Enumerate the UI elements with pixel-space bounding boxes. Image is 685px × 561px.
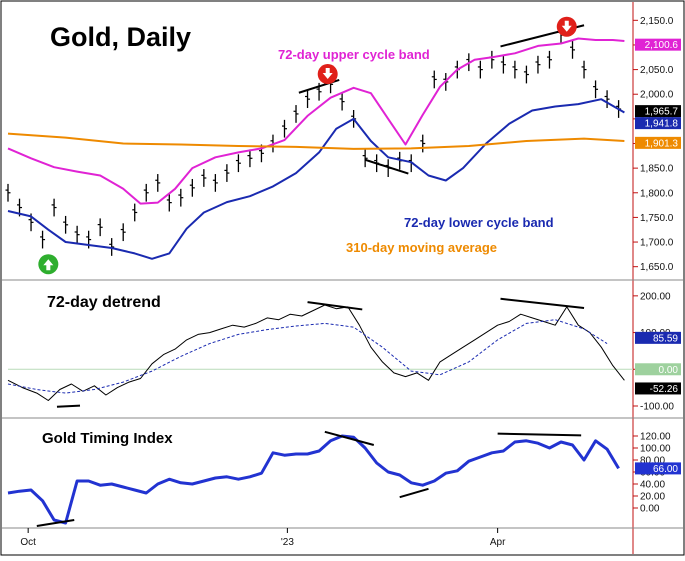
x-tick-label: '23 [281,537,294,548]
timing-last-value-badge [635,462,681,475]
price-310-day-moving-average-line [7,132,625,150]
detrend-trendline [307,301,363,311]
cycle-top-arrow-icon [317,64,338,85]
detrend-y-tick-label: 200.00 [640,291,671,302]
price-last-value-badge [635,117,681,130]
price-last-value-label: 1,941.8 [645,119,679,130]
timing-y-tick-label: 0.00 [640,504,660,515]
price-y-tick-label: 1,850.0 [640,164,674,175]
timing-y-tick-label: 20.00 [640,492,665,503]
timing-y-tick-label: 80.00 [640,456,665,467]
x-tick-label: Apr [490,537,506,548]
price-last-value-badge [635,105,681,118]
detrend-last-value-badge [635,382,681,395]
price-y-tick-label: 1,800.0 [640,188,674,199]
72-day-lower-cycle-band-label: 72-day lower cycle band [404,215,554,230]
price-last-value-label: 2,100.6 [645,40,679,51]
detrend-last-value-label: -52.26 [650,384,679,395]
price-y-tick-label: 1,750.0 [640,213,674,224]
price-y-tick-label: 1,700.0 [640,238,674,249]
detrend-trendline [56,404,81,408]
timing-trendline [497,432,582,437]
detrend-72-day-detrend-line [7,304,625,401]
price-last-value-label: 1,901.3 [645,138,679,149]
arrow-glyph [43,259,54,271]
detrend-last-value-label: 0.00 [659,365,679,376]
arrow-glyph [561,20,572,32]
detrend-trendline [500,297,585,309]
x-tick-label: Oct [20,537,36,548]
price-last-value-badge [635,136,681,149]
timing-panel: 0.0020.0040.0060.0080.00100.00120.00Gold… [2,417,683,527]
price-72-day-lower-cycle-band-line [7,98,625,260]
price-last-value-badge [635,38,681,51]
timing-y-tick-label: 40.00 [640,480,665,491]
x-axis: Oct '23 Apr [2,527,683,548]
price-trendline [364,158,409,175]
detrend-signal-line-line [7,319,608,394]
price-y-tick-label: 1,650.0 [640,262,674,273]
timing-y-tick-label: 120.00 [640,432,671,443]
timing-trendline [399,487,429,499]
timing-trendline [36,519,75,527]
timing-last-value-label: 66.00 [653,464,678,475]
detrend-last-value-label: 85.59 [653,333,678,344]
timing-gold-timing-index-line [7,434,620,525]
price-y-tick-label: 2,000.0 [640,90,674,101]
310-day-moving-average-label: 310-day moving average [346,240,497,255]
timing-trendline [324,430,375,446]
price-y-tick-label: 2,050.0 [640,65,674,76]
timing-title: Gold Timing Index [42,430,173,447]
timing-y-tick-label: 100.00 [640,444,671,455]
detrend-last-value-badge [635,363,681,376]
price-panel: 1,650.01,700.01,750.01,800.01,850.01,900… [5,16,681,275]
arrow-glyph [322,68,333,80]
detrend-y-tick-label: -100.00 [640,401,674,412]
price-title: Gold, Daily [50,22,191,52]
cycle-bottom-arrow-icon [38,254,59,275]
detrend-last-value-badge [635,331,681,344]
detrend-title: 72-day detrend [47,294,161,311]
72-day-upper-cycle-band-label: 72-day upper cycle band [278,47,430,62]
price-y-tick-label: 2,150.0 [640,16,674,27]
price-last-value-label: 1,965.7 [645,107,679,118]
price-72-day-upper-cycle-band-line [7,37,625,205]
cycle-top-arrow-icon [556,16,577,37]
